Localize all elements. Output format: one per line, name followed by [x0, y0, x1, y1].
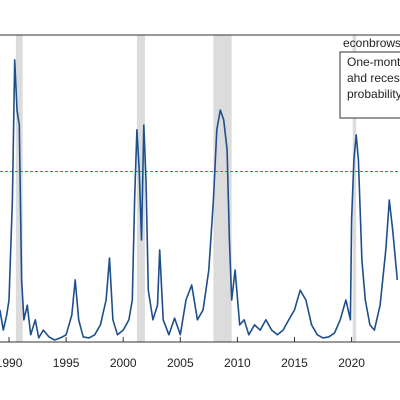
series-line [0, 59, 399, 341]
x-tick-label: 1990 [0, 356, 23, 370]
legend-text: probability [347, 87, 400, 101]
x-tick-label: 2005 [167, 356, 194, 370]
x-tick-label: 2000 [110, 356, 137, 370]
x-tick-label: 1995 [53, 356, 80, 370]
recession-band [15, 35, 23, 342]
x-tick-label: 2010 [224, 356, 251, 370]
recession-band [136, 35, 145, 342]
recession-band [352, 35, 357, 342]
x-tick-label: 2020 [338, 356, 365, 370]
legend-text: ahd reces [347, 71, 400, 85]
recession-band [213, 35, 232, 342]
x-tick-label: 2015 [281, 356, 308, 370]
source-note: econbrowser [343, 36, 400, 50]
legend-text: One-mont [347, 55, 400, 69]
legend-box [339, 51, 400, 119]
